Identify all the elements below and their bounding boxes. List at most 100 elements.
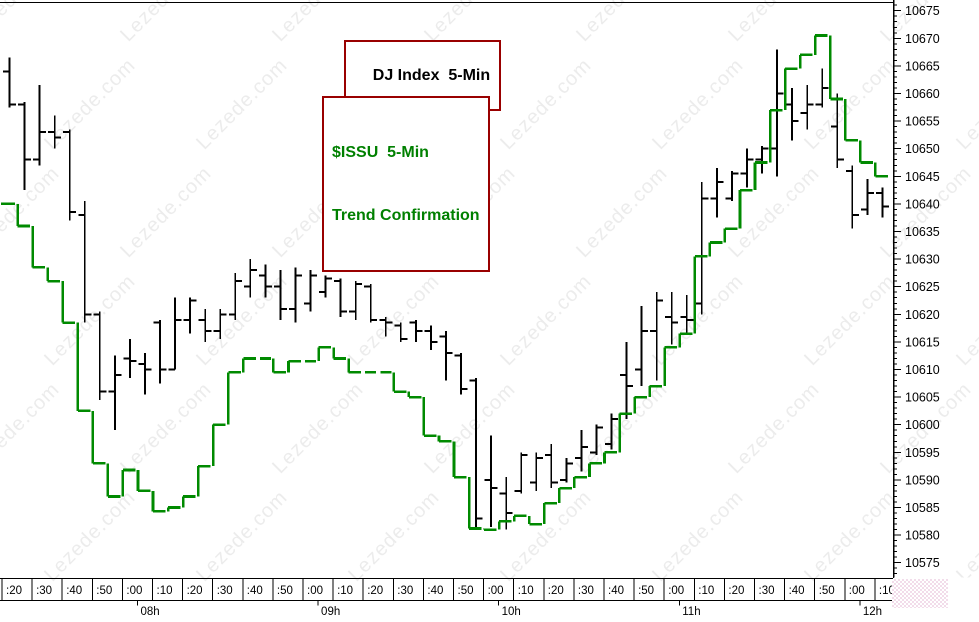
step-segment [452, 441, 467, 479]
step-segment [588, 462, 602, 478]
svg-text::30: :30 [36, 585, 52, 597]
step-segment [76, 322, 91, 413]
ohlc-bar [183, 297, 197, 334]
ohlc-bar [469, 377, 483, 527]
svg-text:10645: 10645 [905, 170, 940, 184]
ohlc-bar [48, 115, 62, 149]
step-segment [648, 384, 663, 398]
svg-text:10615: 10615 [905, 335, 940, 349]
step-segment [166, 506, 181, 512]
svg-text::40: :40 [608, 585, 624, 597]
issu-step-line [1, 34, 888, 531]
step-segment [723, 227, 738, 243]
step-segment [226, 370, 241, 425]
svg-text:10630: 10630 [905, 253, 940, 267]
step-segment [693, 255, 708, 334]
ohlc-bar [138, 352, 152, 395]
ohlc-bar [213, 308, 227, 340]
svg-text:10595: 10595 [905, 446, 940, 460]
svg-text:10625: 10625 [905, 280, 940, 294]
svg-text::10: :10 [698, 585, 714, 597]
step-segment [798, 53, 813, 69]
step-segment [46, 267, 61, 283]
svg-text:10590: 10590 [905, 473, 940, 487]
step-segment [272, 358, 286, 374]
ohlc-bar [845, 165, 859, 229]
step-segment [512, 514, 527, 522]
ohlc-bar [243, 259, 257, 298]
svg-text::20: :20 [367, 585, 383, 597]
ohlc-bar [168, 297, 182, 371]
step-segment [783, 67, 798, 111]
svg-text:10605: 10605 [905, 391, 940, 405]
ohlc-bar [409, 319, 423, 342]
svg-text:10655: 10655 [905, 115, 940, 129]
ohlc-bar [424, 325, 438, 351]
ohlc-bar [830, 93, 844, 169]
step-segment [573, 475, 587, 489]
ohlc-bar [258, 264, 272, 298]
step-segment [874, 162, 888, 178]
step-segment [121, 468, 136, 497]
svg-text::20: :20 [187, 585, 203, 597]
ohlc-bar [815, 68, 829, 108]
ohlc-bar [349, 281, 363, 320]
step-segment [317, 346, 332, 362]
step-segment [31, 225, 46, 269]
step-segment [753, 161, 768, 191]
svg-text:10670: 10670 [905, 32, 940, 46]
svg-text::10: :10 [157, 585, 173, 597]
ohlc-bar [785, 87, 799, 141]
ohlc-bar [620, 341, 634, 420]
step-segment [407, 391, 422, 399]
ohlc-bar [755, 145, 769, 174]
svg-text::30: :30 [397, 585, 413, 597]
svg-text::00: :00 [668, 585, 684, 597]
ohlc-bar [63, 129, 77, 221]
ohlc-bar [559, 457, 573, 483]
ohlc-bar [3, 57, 16, 108]
ohlc-bar [454, 352, 468, 395]
step-segment [618, 412, 633, 453]
svg-text:10580: 10580 [905, 529, 940, 543]
ohlc-bar [740, 148, 754, 188]
step-segment [392, 372, 407, 393]
step-segment [482, 528, 497, 531]
step-segment [136, 469, 151, 493]
step-segment [497, 519, 512, 530]
ohlc-bar [379, 317, 393, 337]
step-segment [437, 435, 452, 443]
svg-text:10610: 10610 [905, 363, 940, 377]
corner-widget [892, 579, 948, 608]
svg-text::50: :50 [819, 585, 835, 597]
svg-text::10: :10 [337, 585, 353, 597]
step-segment [196, 464, 211, 497]
svg-text:10640: 10640 [905, 197, 940, 211]
indicator-title-line2: Trend Confirmation [332, 207, 480, 224]
ohlc-bar [288, 267, 302, 323]
svg-text:10635: 10635 [905, 225, 940, 239]
svg-text::40: :40 [789, 585, 805, 597]
svg-text::00: :00 [126, 585, 142, 597]
svg-text:10650: 10650 [905, 142, 940, 156]
ohlc-bar [123, 339, 137, 378]
step-segment [708, 241, 723, 257]
svg-text::10: :10 [518, 585, 534, 597]
indicator-title-box: $ISSU 5-Min Trend Confirmation [322, 96, 490, 272]
svg-text::20: :20 [6, 585, 22, 597]
ohlc-bar [589, 424, 603, 456]
ohlc-bar [394, 322, 408, 342]
step-segment [151, 490, 166, 513]
step-segment [768, 108, 783, 163]
ohlc-bar [650, 292, 664, 381]
svg-text::00: :00 [849, 585, 865, 597]
step-segment [242, 357, 256, 373]
ohlc-bar [710, 168, 724, 218]
ohlc-bar [439, 330, 453, 381]
svg-text::50: :50 [458, 585, 474, 597]
indicator-title-line1: $ISSU 5-Min [332, 144, 429, 161]
svg-text::30: :30 [759, 585, 775, 597]
step-segment [16, 203, 31, 228]
